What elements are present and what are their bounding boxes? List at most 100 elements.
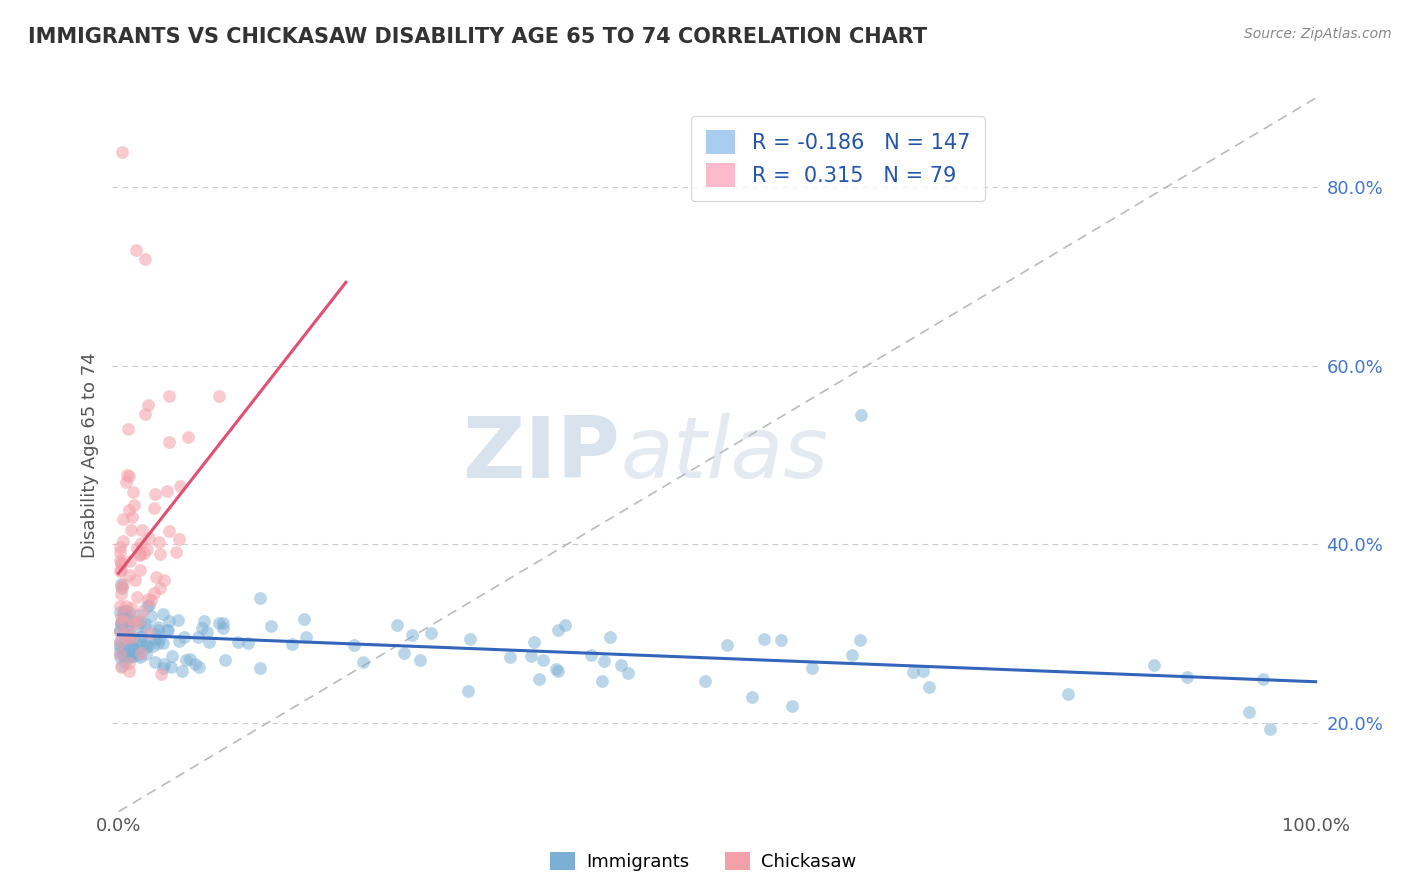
Point (153, 657, 176, 672)
Point (118, 469, 141, 483)
Point (295, 630, 318, 644)
Point (579, 648, 602, 663)
Point (152, 607, 174, 621)
Point (352, 656, 374, 670)
Point (157, 614, 180, 628)
Point (111, 614, 134, 628)
Point (110, 638, 132, 652)
Point (112, 576, 135, 591)
Point (1056, 686, 1078, 700)
Point (129, 615, 152, 630)
Point (167, 613, 190, 627)
Point (127, 648, 149, 662)
Point (134, 407, 156, 421)
Point (125, 541, 148, 556)
Point (129, 535, 152, 549)
Point (110, 580, 132, 594)
Point (292, 612, 315, 626)
Point (143, 632, 166, 646)
Point (458, 632, 481, 646)
Point (132, 604, 155, 618)
Point (165, 544, 187, 558)
Point (523, 635, 546, 649)
Point (114, 599, 136, 613)
Point (110, 556, 132, 570)
Point (208, 389, 231, 403)
Point (110, 616, 132, 631)
Point (546, 662, 568, 676)
Point (114, 604, 136, 618)
Point (143, 487, 166, 501)
Point (108, 646, 131, 660)
Point (124, 641, 146, 656)
Point (142, 501, 165, 516)
Point (114, 655, 136, 669)
Point (170, 664, 193, 678)
Y-axis label: Disability Age 65 to 74: Disability Age 65 to 74 (80, 352, 98, 558)
Point (110, 615, 132, 630)
Point (173, 630, 195, 644)
Point (112, 648, 135, 663)
Point (111, 615, 134, 629)
Point (135, 637, 157, 651)
Point (716, 638, 738, 652)
Point (124, 573, 146, 587)
Point (139, 608, 162, 623)
Point (848, 633, 870, 648)
Point (110, 563, 132, 577)
Point (121, 644, 143, 658)
Point (129, 548, 152, 562)
Point (117, 619, 139, 633)
Point (120, 600, 142, 615)
Point (108, 605, 131, 619)
Point (118, 554, 141, 568)
Point (409, 653, 432, 667)
Point (599, 630, 621, 644)
Point (156, 483, 179, 498)
Point (121, 510, 143, 524)
Point (160, 649, 183, 664)
Point (129, 631, 152, 645)
Point (148, 632, 170, 647)
Point (149, 547, 172, 561)
Point (118, 656, 141, 670)
Point (114, 632, 136, 646)
Point (108, 553, 131, 567)
Point (138, 592, 160, 607)
Point (108, 634, 131, 648)
Point (187, 630, 209, 644)
Point (197, 635, 219, 649)
Point (120, 630, 142, 644)
Point (117, 503, 139, 517)
Point (146, 624, 169, 638)
Point (118, 605, 141, 619)
Point (157, 389, 180, 403)
Point (160, 660, 183, 674)
Point (149, 581, 172, 595)
Point (114, 606, 136, 620)
Point (610, 657, 633, 672)
Point (131, 629, 153, 643)
Point (121, 647, 143, 661)
Point (108, 634, 131, 648)
Point (392, 646, 415, 660)
Point (111, 607, 134, 622)
Point (134, 620, 156, 634)
Point (179, 651, 201, 665)
Point (128, 608, 150, 623)
Point (114, 603, 136, 617)
Point (197, 624, 219, 639)
Point (125, 243, 148, 257)
Point (118, 567, 141, 582)
Point (280, 636, 302, 650)
Point (111, 615, 134, 630)
Point (110, 587, 132, 601)
Point (118, 631, 141, 645)
Point (128, 614, 150, 628)
Point (110, 624, 132, 639)
Text: Source: ZipAtlas.com: Source: ZipAtlas.com (1244, 27, 1392, 41)
Point (122, 648, 145, 663)
Point (108, 599, 131, 614)
Point (260, 619, 283, 633)
Point (122, 498, 145, 512)
